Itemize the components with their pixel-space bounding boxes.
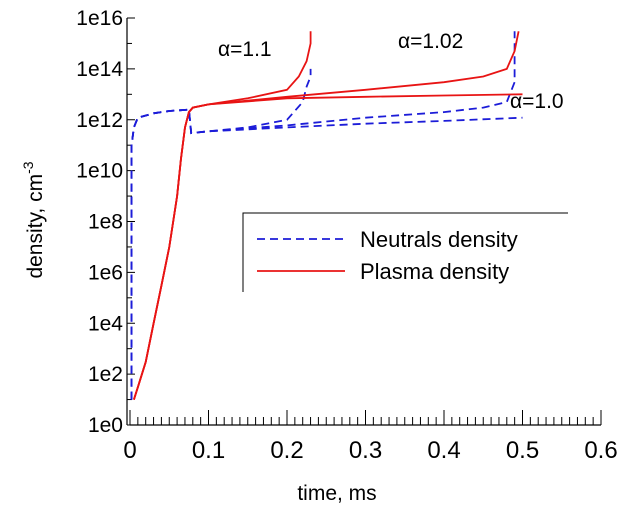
legend-label: Neutrals density — [360, 227, 518, 252]
x-tick-label: 0.1 — [192, 437, 225, 464]
y-tick-label: 1e6 — [88, 261, 123, 284]
y-label-text: density, cm — [24, 174, 47, 279]
y-tick-label: 1e8 — [88, 211, 123, 234]
data-line — [133, 31, 520, 400]
legend-label: Plasma density — [360, 259, 509, 284]
y-tick-label: 1e14 — [76, 58, 123, 81]
x-tick-label: 0 — [123, 437, 136, 464]
x-tick-label: 0.3 — [349, 437, 382, 464]
annotation: α=1.1 — [218, 38, 272, 61]
y-label-sup: -3 — [20, 161, 36, 174]
annotation: α=1.02 — [398, 30, 463, 53]
y-tick-label: 1e4 — [88, 312, 123, 335]
legend-frame — [242, 212, 568, 292]
y-tick-label: 1e12 — [76, 109, 123, 132]
x-tick-label: 0.4 — [427, 437, 460, 464]
data-line — [133, 93, 523, 400]
y-tick-label: 1e2 — [88, 363, 123, 386]
data-line — [130, 31, 516, 400]
x-tick-label: 0.5 — [506, 437, 539, 464]
annotation: α=1.0 — [510, 90, 564, 113]
x-axis-label: time, ms — [297, 482, 376, 505]
data-line — [130, 68, 312, 400]
x-tick-label: 0.2 — [270, 437, 303, 464]
y-tick-label: 1e16 — [76, 7, 123, 30]
y-axis-label: density, cm-3 — [20, 161, 47, 278]
y-tick-label: 1e10 — [76, 160, 123, 183]
data-line — [133, 31, 312, 400]
x-tick-label: 0.6 — [584, 437, 617, 464]
y-tick-label: 1e0 — [88, 414, 123, 437]
data-line — [130, 108, 523, 400]
